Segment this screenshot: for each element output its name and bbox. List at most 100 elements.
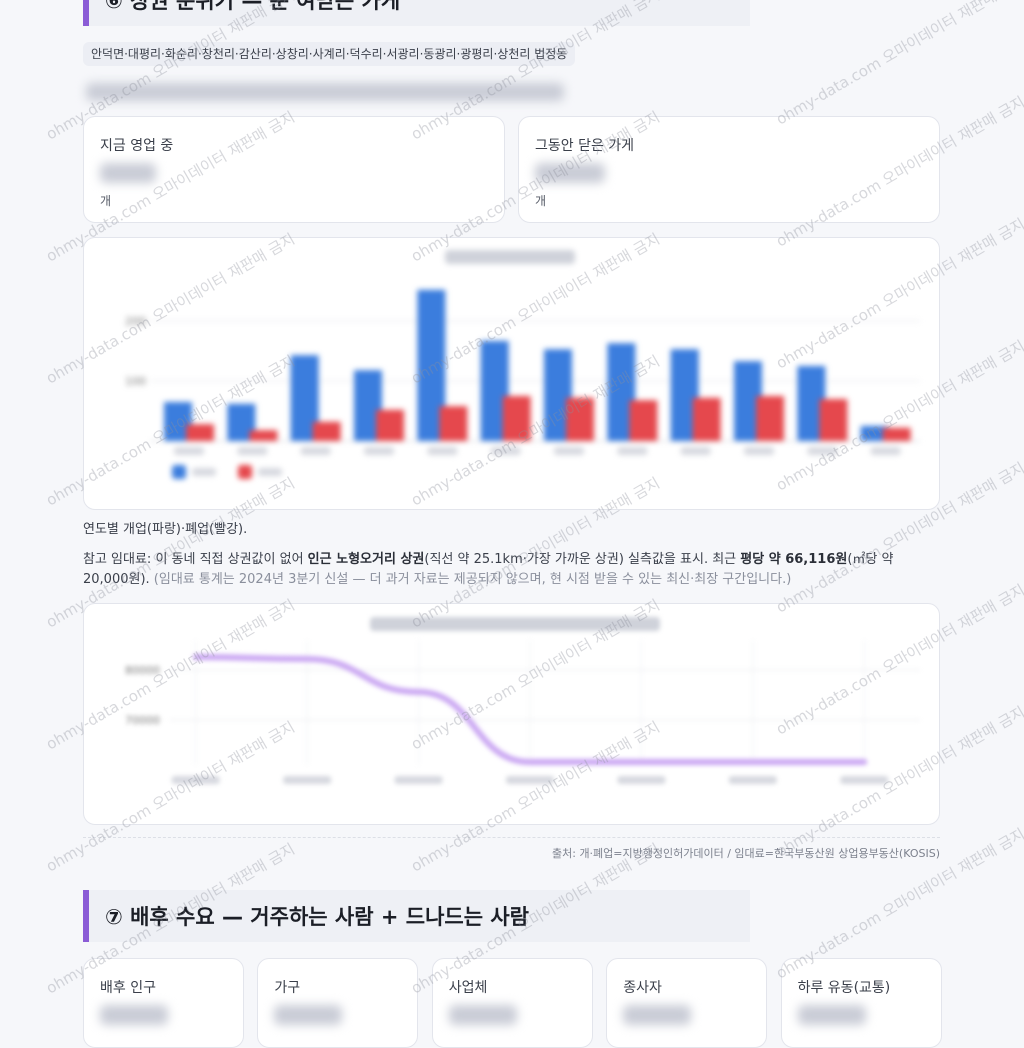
bar xyxy=(439,406,468,441)
chart-caption: 연도별 개업(파랑)·폐업(빨강). xyxy=(83,522,248,537)
watermark: ohmy-data.com 오마이데이터 재판매 금지 xyxy=(43,0,298,143)
bar xyxy=(692,397,721,441)
legend-label-blur xyxy=(192,468,216,476)
bar xyxy=(756,396,784,441)
x-tick-blur xyxy=(283,776,332,784)
watermark: ohmy-data.com 오마이데이터 재판매 금지 xyxy=(773,459,1024,617)
watermark: ohmy-data.com 오마이데이터 재판매 금지 xyxy=(773,93,1024,251)
x-tick-blur xyxy=(300,447,331,455)
card-label: 종사자 xyxy=(623,980,662,996)
watermark: ohmy-data.com 오마이데이터 재판매 금지 xyxy=(43,108,298,266)
rent-note: 참고 임대료: 이 동네 직접 상권값이 없어 인근 노형오거리 상권(직선 약… xyxy=(83,550,943,590)
area-chips: 안덕면·대평리·화순리·창천리·감산리·상창리·사계리·덕수리·서광리·동광리·… xyxy=(83,42,576,66)
x-tick-blur xyxy=(506,776,554,784)
y-tick-label: 100 xyxy=(125,375,146,388)
x-tick-blur xyxy=(174,447,204,455)
x-tick-blur xyxy=(237,447,268,455)
x-tick-blur xyxy=(171,776,220,784)
card-label: 그동안 닫은 가게 xyxy=(535,138,635,154)
watermark: ohmy-data.com 오마이데이터 재판매 금지 xyxy=(43,474,298,632)
bar xyxy=(186,424,214,441)
y-tick-label: 70000 xyxy=(125,714,160,727)
x-tick-blur xyxy=(617,776,666,784)
page: {"watermark": "ohmy-data.com 오마이데이터 재판매 … xyxy=(43,0,1024,1048)
blurred-value xyxy=(623,1005,692,1025)
note-dim: (임대료 통계는 2024년 3분기 신설 — 더 과거 자료는 제공되지 않으… xyxy=(153,572,792,587)
stat-card: 지금 영업 중 개 xyxy=(83,116,505,223)
note-text: (직선 약 25.1km·가장 가까운 상권) 실측값을 표시. 최근 xyxy=(424,552,741,567)
x-tick-blur xyxy=(680,447,711,455)
blurred-value xyxy=(274,1005,343,1025)
blurred-value xyxy=(448,1005,517,1025)
x-tick-blur xyxy=(617,447,648,455)
divider xyxy=(83,837,940,838)
bar xyxy=(629,400,658,441)
bar xyxy=(502,396,531,441)
stat-card: 그동안 닫은 가게 개 xyxy=(518,116,940,223)
legend-swatch xyxy=(172,465,186,479)
x-tick-blur xyxy=(728,776,777,784)
watermark: ohmy-data.com 오마이데이터 재판매 금지 xyxy=(43,718,298,876)
watermark: ohmy-data.com 오마이데이터 재판매 금지 xyxy=(773,825,1024,983)
bar xyxy=(860,426,889,441)
watermark: ohmy-data.com 오마이데이터 재판매 금지 xyxy=(773,0,1024,128)
legend-label-blur xyxy=(258,468,282,476)
bar xyxy=(249,430,278,441)
line-chart: 70000 80000 xyxy=(125,617,920,784)
note-text: 참고 임대료: 이 동네 직접 상권값이 없어 xyxy=(83,552,308,567)
y-tick-label: 200 xyxy=(125,315,146,328)
note-text: (㎡당 약 20,000원). xyxy=(83,552,894,587)
watermark: ohmy-data.com 오마이데이터 재판매 금지 xyxy=(408,474,663,632)
watermark: ohmy-data.com 오마이데이터 재판매 금지 xyxy=(773,703,1024,861)
watermark: ohmy-data.com 오마이데이터 재판매 금지 xyxy=(43,230,298,388)
chart-card xyxy=(83,237,940,510)
card-label: 하루 유동(교통) xyxy=(797,980,891,996)
x-tick-blur xyxy=(840,776,889,784)
card-label: 배후 인구 xyxy=(100,980,156,996)
y-tick-label: 80000 xyxy=(125,664,160,677)
x-tick-blur xyxy=(394,776,443,784)
line xyxy=(192,654,868,765)
card-label: 사업체 xyxy=(448,980,488,996)
x-tick-blur xyxy=(364,447,394,455)
section-title: ⑦ 배후 수요 — 거주하는 사람 + 드나드는 사람 xyxy=(83,890,750,942)
chart-card xyxy=(83,603,940,825)
bar xyxy=(376,409,404,441)
watermark: ohmy-data.com 오마이데이터 재판매 금지 xyxy=(773,215,1024,373)
watermark: ohmy-data.com 오마이데이터 재판매 금지 xyxy=(773,581,1024,739)
watermark: ohmy-data.com 오마이데이터 재판매 금지 xyxy=(408,0,663,143)
bar xyxy=(819,399,848,441)
watermark: ohmy-data.com 오마이데이터 재판매 금지 xyxy=(43,840,298,998)
bar-chart: 100 200 xyxy=(125,250,920,479)
watermark: ohmy-data.com 오마이데이터 재판매 금지 xyxy=(408,108,663,266)
blurred-text xyxy=(86,83,564,101)
source: 출처: 개·폐업=지방행정인허가데이터 / 임대료=한국부동산원 상업용부동산(… xyxy=(552,847,940,860)
card-label: 가구 xyxy=(274,980,301,996)
x-tick-blur xyxy=(744,447,774,455)
chart-title-blur xyxy=(370,617,660,631)
blurred-value xyxy=(797,1005,866,1025)
bar xyxy=(882,427,911,441)
watermark: ohmy-data.com 오마이데이터 재판매 금지 xyxy=(43,596,298,754)
card-unit: 개 xyxy=(100,194,112,208)
section-title: ⑥ 상권 분위기 — 문 여닫는 가게 xyxy=(83,0,750,26)
x-tick-blur xyxy=(554,447,584,455)
x-tick-blur xyxy=(870,447,901,455)
blurred-value xyxy=(100,163,156,183)
watermark: ohmy-data.com 오마이데이터 재판매 금지 xyxy=(408,718,663,876)
x-tick-blur xyxy=(807,447,838,455)
card-unit: 개 xyxy=(535,194,547,208)
blurred-value xyxy=(100,1005,168,1025)
note-bold: 인근 노형오거리 상권 xyxy=(307,552,425,567)
chart-title-blur xyxy=(445,250,575,264)
x-tick-blur xyxy=(490,447,521,455)
card-label: 지금 영업 중 xyxy=(100,138,174,154)
blurred-value xyxy=(535,163,605,183)
bar xyxy=(312,421,341,441)
watermark: ohmy-data.com 오마이데이터 재판매 금지 xyxy=(408,840,663,998)
legend-swatch xyxy=(238,465,252,479)
bar xyxy=(566,397,594,441)
x-tick-blur xyxy=(427,447,458,455)
note-bold: 평당 약 66,116원 xyxy=(740,552,848,567)
